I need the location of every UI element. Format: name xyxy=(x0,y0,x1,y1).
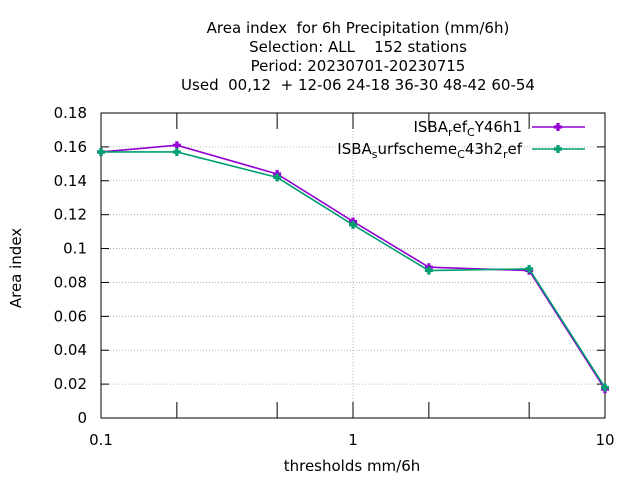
y-tick-label: 0.08 xyxy=(54,273,87,291)
legend-text-part: 43h2 xyxy=(465,140,503,158)
chart-title: Area index for 6h Precipitation (mm/6h)S… xyxy=(181,19,535,94)
legend-text-part: ef xyxy=(507,140,522,158)
legend-text-part: ISBA xyxy=(337,140,372,158)
grid xyxy=(101,113,605,418)
legend-subscript: r xyxy=(448,126,453,139)
y-axis-label: Area index xyxy=(7,228,25,308)
data-point xyxy=(172,141,181,150)
legend-subscript: C xyxy=(467,126,475,139)
data-point xyxy=(525,264,534,273)
data-point xyxy=(349,220,357,229)
y-tick-label: 0.1 xyxy=(63,240,87,258)
chart-title-line: Area index for 6h Precipitation (mm/6h) xyxy=(207,19,510,37)
data-point xyxy=(172,147,181,156)
y-tick-label: 0.12 xyxy=(54,206,87,224)
y-tick-label: 0.02 xyxy=(54,375,87,393)
x-tick-label: 0.1 xyxy=(89,431,113,449)
y-tick-label: 0.14 xyxy=(54,172,87,190)
y-tick-label: 0.18 xyxy=(54,104,87,122)
legend-text-part: ISBA xyxy=(413,118,448,136)
legend-text-part: Y46h1 xyxy=(474,118,522,136)
legend-swatch-marker xyxy=(554,145,562,153)
data-point xyxy=(273,173,282,182)
y-tick-label: 0.16 xyxy=(54,138,87,156)
legend-subscript: s xyxy=(372,148,378,161)
legend-text-part: ef xyxy=(452,118,467,136)
legend-subscript: r xyxy=(503,148,508,161)
axes: 0 0.02 0.04 0.06 0.08 0.1 0.12 0.14 0.16 0.18 0.1 1… xyxy=(54,104,615,449)
chart-title-line: Selection: ALL 152 stations xyxy=(249,38,467,56)
series-2 xyxy=(97,147,609,392)
legend-subscript: C xyxy=(457,148,465,161)
y-tick-label: 0 xyxy=(77,409,87,427)
legend-text-part: urfscheme xyxy=(378,140,458,158)
chart-title-line: Period: 20230701-20230715 xyxy=(251,57,466,75)
series-lines xyxy=(97,141,609,394)
legend-swatch-marker xyxy=(554,123,562,131)
legend-label: ISBAsurfschemeC43h2ref xyxy=(337,140,522,161)
data-point xyxy=(424,266,433,275)
x-tick-label: 1 xyxy=(348,431,358,449)
chart-title-line: Used 00,12 + 12-06 24-18 36-30 48-42 60-… xyxy=(181,76,535,94)
y-tick-label: 0.04 xyxy=(54,341,87,359)
data-point xyxy=(601,383,609,392)
x-tick-label: 10 xyxy=(595,431,614,449)
y-tick-label: 0.06 xyxy=(54,307,87,325)
data-point xyxy=(97,147,105,156)
x-axis-label: thresholds mm/6h xyxy=(284,457,421,475)
legend-label: ISBArefCY46h1 xyxy=(413,118,522,139)
